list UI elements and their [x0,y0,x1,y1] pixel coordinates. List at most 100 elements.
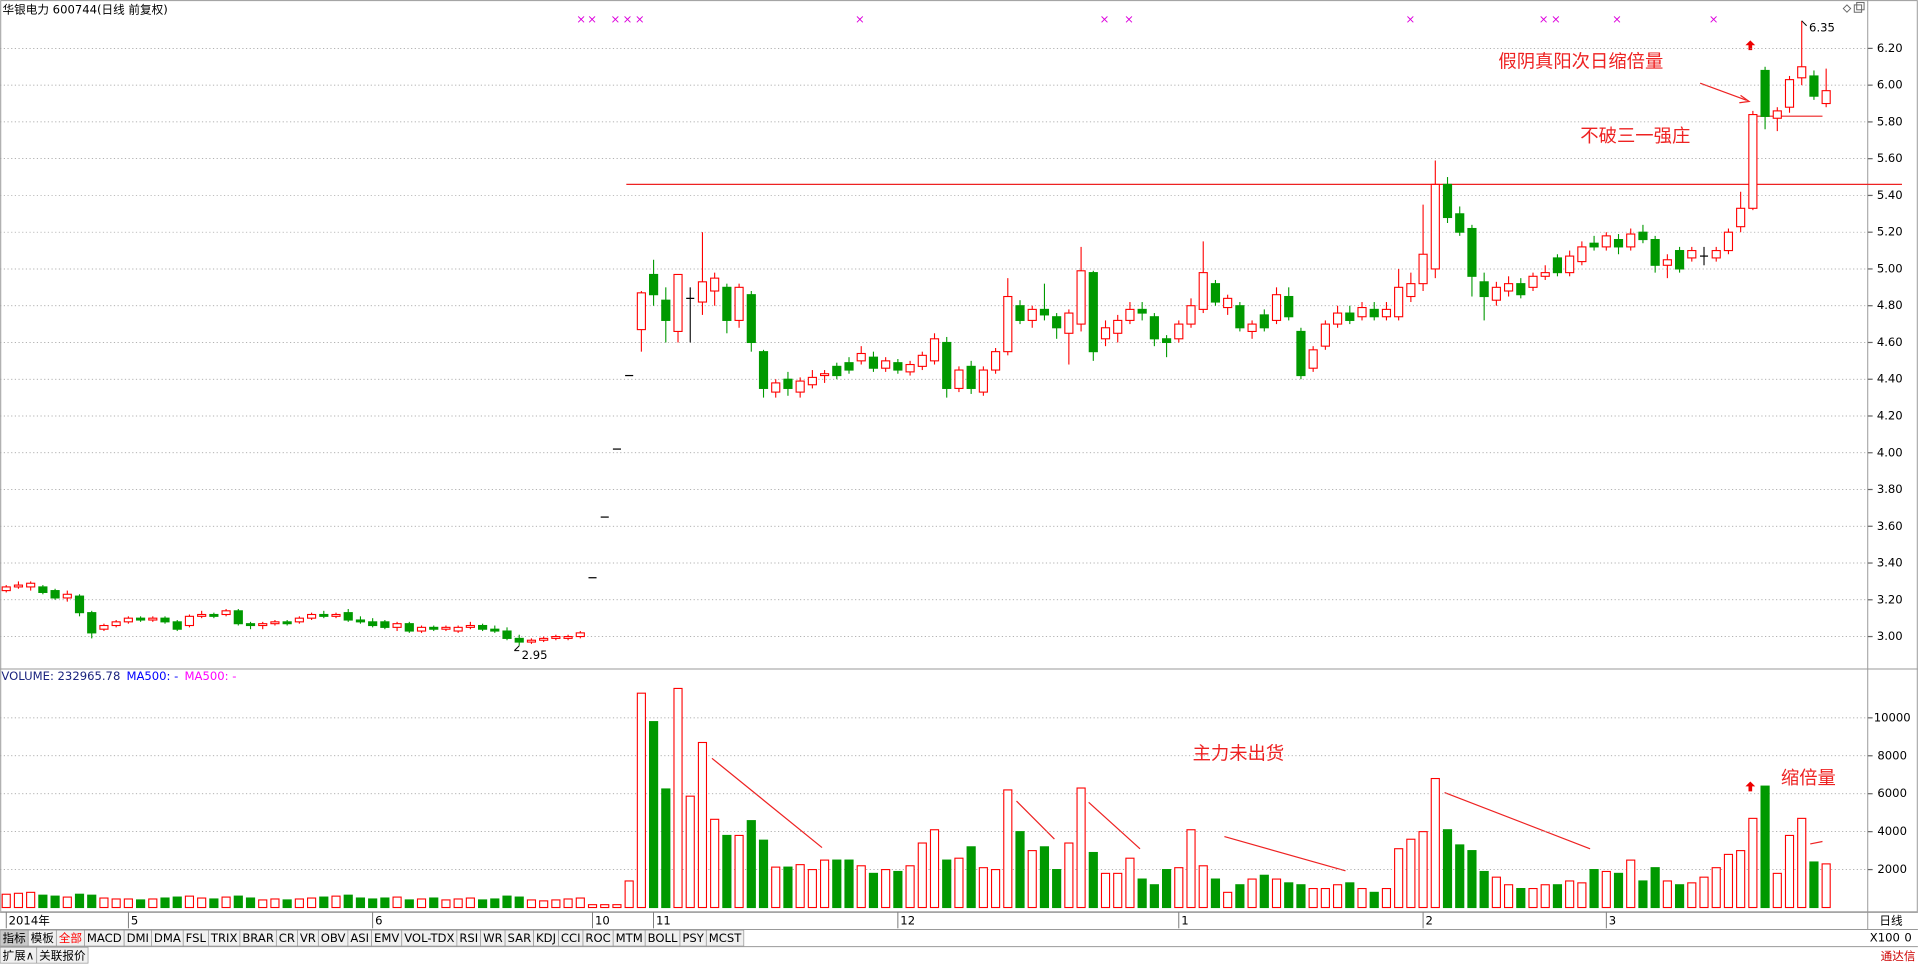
tab-label[interactable]: CR [279,931,295,945]
tab-label[interactable]: KDJ [536,931,556,945]
tab[interactable]: 全部 [55,929,85,947]
tab-label[interactable]: DMA [154,931,181,945]
volume-bar [539,900,549,909]
volume-bar [1113,872,1123,909]
tab[interactable]: VOL-TDX [401,929,458,947]
tab-label[interactable]: 扩展∧ [3,948,35,962]
candle-body [233,610,243,625]
tab[interactable]: 模板 [27,929,57,947]
candle-body [929,338,940,362]
tab[interactable]: BRAR [239,929,277,947]
candle-body [368,621,378,627]
tab[interactable]: PSY [679,929,707,947]
volume-bar [1748,817,1758,909]
tab-label[interactable]: WR [483,931,503,945]
y-tick-label: 8000 [1877,748,1907,762]
tab-box[interactable] [36,946,89,964]
tab[interactable]: 指标 [0,929,29,947]
high-label: 6.35 [1809,21,1835,35]
volume-bar [1711,867,1721,909]
candle-body [1528,275,1538,288]
tab-label[interactable]: VR [300,931,316,945]
candle-body [1687,250,1697,259]
tab-box[interactable] [705,929,745,947]
tab-label[interactable]: BOLL [648,931,678,945]
tab[interactable]: RSI [456,929,482,947]
y-tick-label: 6.20 [1877,41,1903,55]
tab[interactable]: OBV [317,929,349,947]
tab-label[interactable]: 关联报价 [39,948,86,962]
tab[interactable]: KDJ [533,929,559,947]
y-tick-label: 5.40 [1877,188,1903,202]
tab-label[interactable]: VOL-TDX [404,931,454,945]
tab[interactable]: EMV [371,929,403,947]
volume-bar [270,898,280,909]
tab-label[interactable]: CCI [561,931,581,945]
volume-bar [661,788,671,909]
candle-body [1784,79,1795,108]
tab-label[interactable]: FSL [186,931,207,945]
tab[interactable]: DMA [151,929,184,947]
tab[interactable]: BOLL [644,929,681,947]
volume-bar [563,898,573,909]
candle-body [355,619,366,623]
candle-body [1430,183,1440,270]
tab[interactable]: WR [480,929,506,947]
volume-bar [1601,870,1611,909]
tab[interactable]: 关联报价 [36,946,89,964]
candle-body [1296,330,1306,377]
tab-label[interactable]: ROC [585,931,610,945]
tab-label[interactable]: PSY [682,931,704,945]
tab-label[interactable]: RSI [459,931,478,945]
tab[interactable]: MCST [705,929,745,947]
tab-label[interactable]: OBV [321,931,346,945]
volume-bar [551,899,561,909]
tab-label[interactable]: SAR [508,931,532,945]
candle-body [1210,283,1221,303]
volume-bar [87,894,97,909]
candle-body [50,590,60,599]
volume-bar [685,795,695,909]
candle-body [856,352,866,362]
tab-label[interactable]: MACD [87,931,122,945]
volume-bar [294,898,304,909]
tab[interactable]: DMI [123,929,152,947]
tab[interactable]: SAR [504,929,534,947]
tab-label[interactable]: 全部 [59,931,82,945]
volume-bar [1186,829,1196,909]
tab[interactable]: CR [275,929,298,947]
marker: × [855,12,865,26]
tab-label[interactable]: TRIX [210,931,238,945]
candle-body [404,623,414,632]
tab-label[interactable]: EMV [374,931,399,945]
tab-label[interactable]: 模板 [31,931,55,945]
tab[interactable]: ASI [347,929,372,947]
volume-bar [1052,869,1062,909]
tab[interactable]: VR [297,929,319,947]
tab[interactable]: CCI [558,929,584,947]
tab[interactable]: MACD [84,929,125,947]
candle-body [1381,308,1392,318]
tab[interactable]: TRIX [208,929,241,947]
tab-label[interactable]: MTM [616,931,643,945]
volume-bar [209,898,219,909]
tab[interactable]: ROC [582,929,614,947]
tab[interactable]: MTM [612,929,646,947]
candle-body [282,621,292,625]
candle-body [1039,308,1050,316]
volume-bar [380,897,390,909]
tab-label[interactable]: BRAR [242,931,274,945]
candle-body [1235,305,1245,329]
tab-label[interactable]: MCST [709,931,742,945]
tab-label[interactable]: DMI [127,931,149,945]
tab-label[interactable]: 指标 [3,931,27,945]
candle-body [978,369,988,393]
volume-bar [1589,869,1599,909]
tab[interactable]: FSL [182,929,209,947]
volume-bar [441,899,451,909]
candle-body [942,341,952,389]
volume-bar [221,896,231,909]
tab-label[interactable]: ASI [350,931,369,945]
tab[interactable]: 扩展∧ [0,946,38,964]
